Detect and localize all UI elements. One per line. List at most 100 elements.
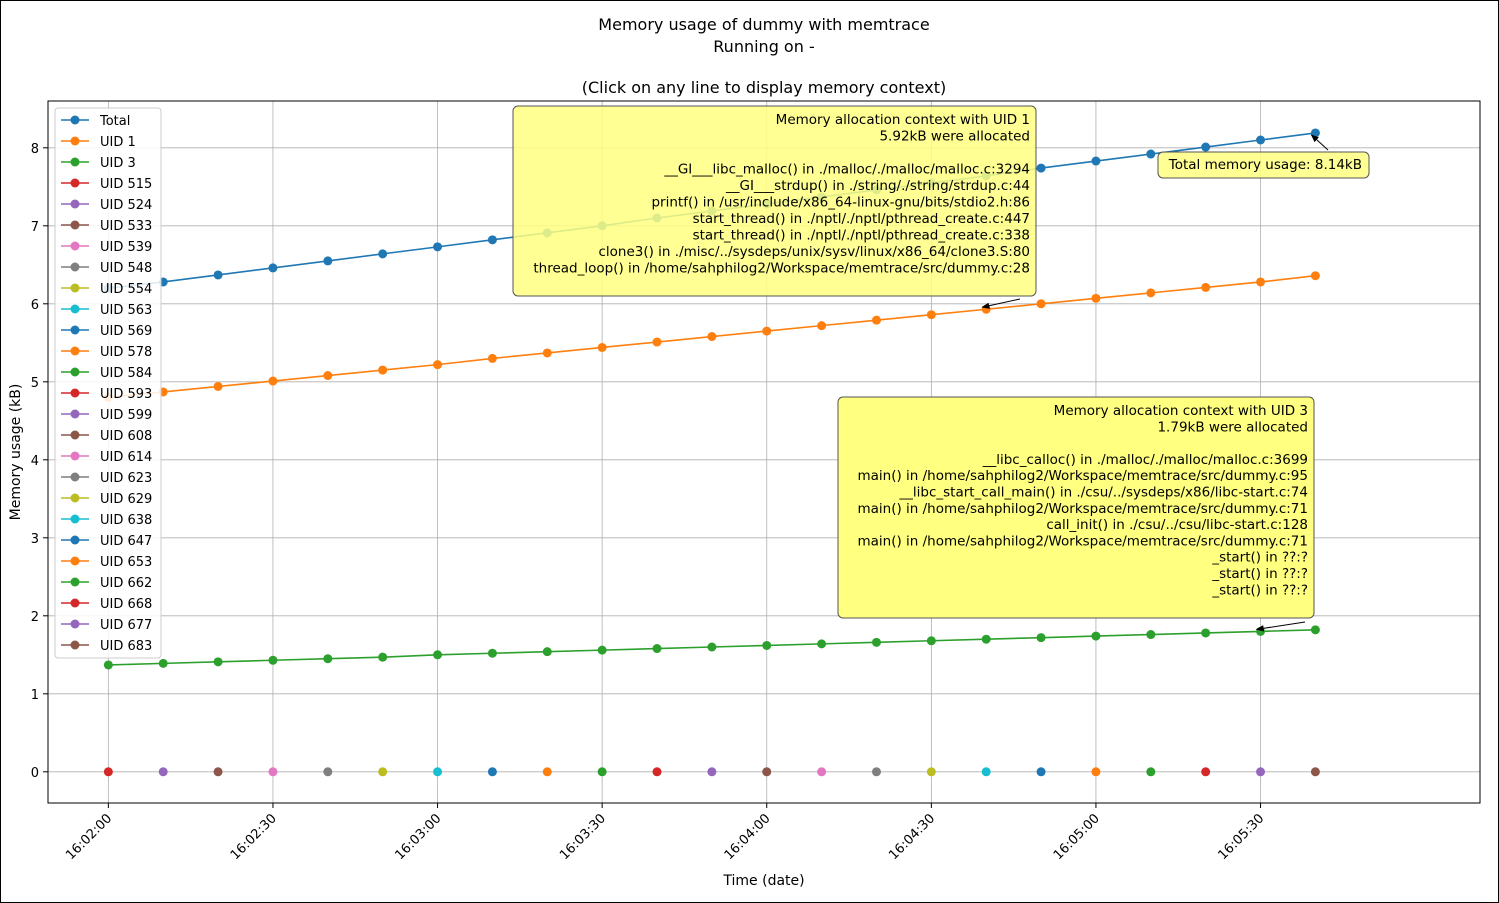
data-point[interactable] (103, 660, 113, 670)
data-point[interactable] (213, 270, 223, 280)
data-point[interactable] (1091, 293, 1101, 303)
data-point[interactable] (323, 371, 333, 381)
data-point[interactable] (542, 348, 552, 358)
data-point[interactable] (323, 256, 333, 266)
data-point[interactable] (707, 767, 717, 777)
data-point[interactable] (1091, 767, 1101, 777)
legend-item[interactable]: UID 548 (61, 261, 152, 276)
series-uid-584[interactable] (597, 767, 607, 777)
series-uid-548[interactable] (323, 767, 333, 777)
legend-item[interactable]: UID 608 (61, 429, 152, 444)
series-uid-647[interactable] (1036, 767, 1046, 777)
data-point[interactable] (652, 337, 662, 347)
data-point[interactable] (487, 353, 497, 363)
data-point[interactable] (268, 376, 278, 386)
data-point[interactable] (871, 637, 881, 647)
legend-item[interactable]: UID 593 (61, 387, 152, 402)
data-point[interactable] (1146, 149, 1156, 159)
legend-item[interactable]: UID 563 (61, 303, 152, 318)
legend-item[interactable]: UID 629 (61, 492, 152, 507)
legend-item[interactable]: UID 623 (61, 471, 152, 486)
data-point[interactable] (1256, 135, 1266, 145)
data-point[interactable] (378, 767, 388, 777)
data-point[interactable] (597, 645, 607, 655)
data-point[interactable] (762, 326, 772, 336)
series-uid-653[interactable] (1091, 767, 1101, 777)
series-uid-668[interactable] (1201, 767, 1211, 777)
data-point[interactable] (1201, 628, 1211, 638)
data-point[interactable] (817, 767, 827, 777)
legend[interactable]: Total UID 1 UID 3 UID 515 UID 524 UID 533 UID … (54, 107, 162, 659)
legend-item[interactable]: UID 1 (61, 135, 136, 150)
legend-item[interactable]: UID 614 (61, 450, 152, 465)
data-point[interactable] (1310, 271, 1320, 281)
data-point[interactable] (707, 642, 717, 652)
series-uid-677[interactable] (1256, 767, 1266, 777)
series-uid-599[interactable] (707, 767, 717, 777)
series-uid-569[interactable] (487, 767, 497, 777)
data-point[interactable] (268, 767, 278, 777)
data-point[interactable] (378, 365, 388, 375)
legend-item[interactable]: UID 515 (61, 177, 152, 192)
data-point[interactable] (268, 655, 278, 665)
series-uid-563[interactable] (433, 767, 443, 777)
data-point[interactable] (433, 767, 443, 777)
series-uid-629[interactable] (926, 767, 936, 777)
data-point[interactable] (1091, 156, 1101, 166)
data-point[interactable] (1091, 631, 1101, 641)
data-point[interactable] (268, 263, 278, 273)
legend-item[interactable]: UID 578 (61, 345, 152, 360)
data-point[interactable] (487, 648, 497, 658)
series-uid-3[interactable] (103, 625, 1320, 670)
legend-item[interactable]: UID 524 (61, 198, 152, 213)
data-point[interactable] (213, 657, 223, 667)
data-point[interactable] (213, 767, 223, 777)
series-uid-578[interactable] (542, 767, 552, 777)
data-point[interactable] (597, 342, 607, 352)
data-point[interactable] (981, 634, 991, 644)
data-point[interactable] (158, 767, 168, 777)
data-point[interactable] (323, 767, 333, 777)
data-point[interactable] (487, 235, 497, 245)
data-point[interactable] (433, 242, 443, 252)
data-point[interactable] (433, 650, 443, 660)
data-point[interactable] (433, 360, 443, 370)
data-point[interactable] (1201, 282, 1211, 292)
legend-item[interactable]: UID 638 (61, 513, 152, 528)
data-point[interactable] (871, 767, 881, 777)
series-uid-638[interactable] (981, 767, 991, 777)
legend-item[interactable]: UID 647 (61, 534, 152, 549)
series-uid-623[interactable] (871, 767, 881, 777)
data-point[interactable] (1036, 633, 1046, 643)
data-point[interactable] (597, 767, 607, 777)
data-point[interactable] (1201, 767, 1211, 777)
data-point[interactable] (762, 640, 772, 650)
data-point[interactable] (1201, 142, 1211, 152)
data-point[interactable] (378, 652, 388, 662)
data-point[interactable] (378, 249, 388, 259)
series-uid-608[interactable] (762, 767, 772, 777)
series-uid-662[interactable] (1146, 767, 1156, 777)
series-uid-614[interactable] (817, 767, 827, 777)
legend-item[interactable]: UID 653 (61, 555, 152, 570)
data-point[interactable] (1036, 767, 1046, 777)
data-point[interactable] (1310, 625, 1320, 635)
legend-item[interactable]: UID 3 (61, 156, 136, 171)
data-point[interactable] (652, 644, 662, 654)
data-point[interactable] (158, 658, 168, 668)
legend-item[interactable]: UID 677 (61, 618, 152, 633)
data-point[interactable] (707, 332, 717, 342)
data-point[interactable] (323, 654, 333, 664)
series-uid-539[interactable] (268, 767, 278, 777)
series-uid-683[interactable] (1310, 767, 1320, 777)
data-point[interactable] (1146, 767, 1156, 777)
data-point[interactable] (1036, 299, 1046, 309)
legend-item[interactable]: UID 584 (61, 366, 152, 381)
data-point[interactable] (817, 321, 827, 331)
legend-item[interactable]: UID 533 (61, 219, 152, 234)
data-point[interactable] (1146, 630, 1156, 640)
legend-item[interactable]: UID 668 (61, 597, 152, 612)
series-uid-554[interactable] (378, 767, 388, 777)
data-point[interactable] (926, 310, 936, 320)
